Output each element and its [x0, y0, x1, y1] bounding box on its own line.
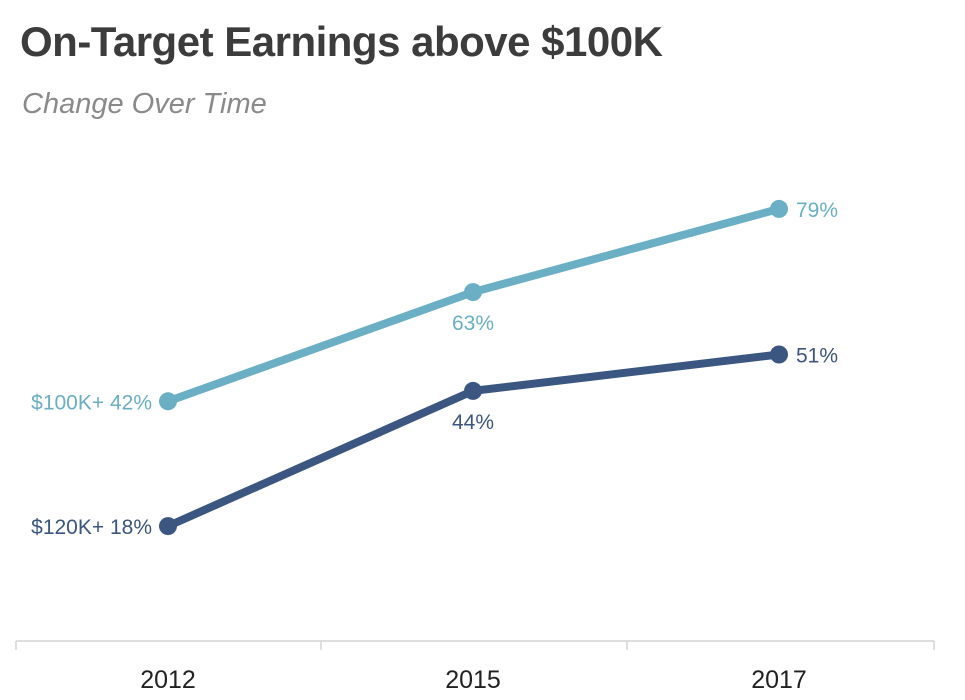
data-point: [770, 199, 788, 218]
data-point: [159, 517, 177, 536]
x-tick-label: 2015: [445, 666, 501, 694]
data-label: 63%: [452, 312, 494, 335]
data-label: $100K+ 42%: [31, 391, 152, 414]
data-point: [770, 345, 788, 364]
x-tick-label: 2017: [751, 666, 807, 694]
x-tick-label: 2012: [140, 666, 196, 694]
data-point: [464, 283, 482, 302]
data-label: $120K+ 18%: [31, 516, 152, 539]
series-line-100k: [164, 204, 783, 406]
data-label: 79%: [796, 199, 838, 222]
chart-subtitle: Change Over Time: [22, 88, 267, 120]
data-label: 44%: [452, 411, 494, 434]
data-point: [159, 392, 177, 411]
chart-title: On-Target Earnings above $100K: [20, 18, 663, 65]
series-line-120k: [164, 350, 783, 531]
data-label: 51%: [796, 345, 838, 368]
data-point: [464, 381, 482, 400]
